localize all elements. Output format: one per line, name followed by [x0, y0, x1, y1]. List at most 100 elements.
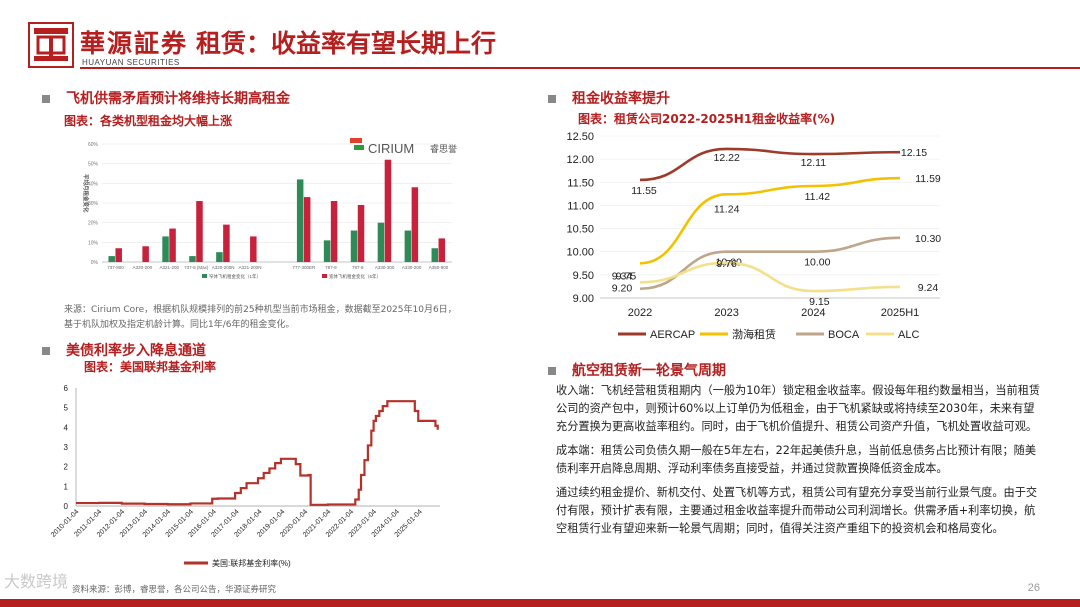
- bar: [438, 238, 446, 262]
- y-tick-label: 2: [64, 463, 69, 472]
- bar: [196, 201, 203, 262]
- y-tick-label: 20%: [88, 221, 99, 227]
- data-label: 9.76: [716, 258, 737, 270]
- x-tick-label: 777-300ER: [293, 265, 317, 270]
- y-tick-label: 10%: [88, 240, 99, 246]
- legend-label: 宽体飞机租金变化（6年）: [329, 273, 381, 280]
- bullet-icon: [42, 95, 50, 103]
- x-tick-label: A321-200N: [239, 265, 262, 270]
- bar: [108, 256, 115, 262]
- section-rent-title: 飞机供需矛盾预计将维持长期高租金: [66, 91, 290, 107]
- rent-source-note: 来源：Cirium Core，根据机队规模排列的前25种机型当前市场租金，数据截…: [64, 305, 457, 330]
- legend-label: BOCA: [828, 329, 860, 341]
- data-label: 10.30: [915, 233, 941, 245]
- cycle-paragraph-income: 收入端：飞机经营租赁租期内（一般为10年）锁定租金收益率。假设每年租约数量相当，…: [556, 384, 1041, 433]
- data-label: 9.15: [809, 296, 830, 308]
- brand-name: 華源証券: [80, 29, 189, 58]
- data-label: 11.55: [631, 185, 657, 197]
- legend-swatch: [202, 274, 207, 278]
- bar: [384, 159, 392, 262]
- y-tick-label: 9.50: [573, 270, 594, 282]
- brand-logo: [28, 22, 74, 68]
- y-tick-label: 3: [64, 443, 69, 452]
- bar: [223, 224, 230, 262]
- cycle-body: 收入端：飞机经营租赁租期内（一般为10年）锁定租金收益率。假设每年租约数量相当，…: [556, 382, 1044, 544]
- y-tick-label: 50%: [88, 162, 99, 168]
- y-tick-label: 12.00: [566, 154, 594, 166]
- x-tick-label: A350-900: [429, 265, 449, 270]
- section-rent-head: 飞机供需矛盾预计将维持长期高租金: [42, 88, 290, 108]
- footer-bar: [0, 599, 1080, 607]
- data-label: 9.24: [918, 282, 939, 294]
- y-tick-label: 10.50: [566, 224, 594, 236]
- bar: [142, 246, 149, 262]
- x-tick-label: 787-9: [325, 265, 337, 270]
- yield-line-chart: 12.50 12.00 11.50 11.00 10.50 10.00 9.50 9.00 20…: [566, 131, 941, 341]
- data-label: 11.42: [805, 191, 831, 203]
- y-tick-label: 5: [64, 404, 69, 413]
- legend-label: ALC: [898, 329, 919, 341]
- brand-name-en: HUAYUAN SECURITIES: [82, 58, 180, 67]
- x-tick-label: A320-200N: [212, 265, 235, 270]
- bar: [330, 201, 338, 262]
- bullet-icon: [548, 95, 556, 103]
- cycle-paragraph-cost: 成本端：租赁公司负债久期一般在5年左右，22年起美债升息，当前低息债务占比预计有…: [556, 444, 1037, 475]
- brand-logo-icon: [28, 22, 74, 68]
- bar: [323, 240, 331, 262]
- section-cycle-title: 航空租赁新一轮景气周期: [572, 363, 726, 379]
- y-tick-label: 30%: [88, 201, 99, 207]
- section-rate-head: 美债利率步入降息通道: [42, 340, 206, 360]
- bar: [296, 179, 304, 262]
- y-tick-label: 10.00: [566, 247, 594, 259]
- bar: [169, 228, 176, 262]
- page-number: 26: [1027, 582, 1040, 594]
- series-line-BOCA: [639, 236, 901, 291]
- legend-label: 渤海租赁: [732, 327, 776, 341]
- x-tick-label: A330-300: [375, 265, 395, 270]
- cirium-logo-sub: 睿思誉: [430, 143, 457, 154]
- section-cycle-head: 航空租赁新一轮景气周期: [548, 360, 726, 380]
- bar: [377, 222, 385, 262]
- bar: [250, 236, 257, 262]
- watermark: 大数跨境: [4, 572, 69, 591]
- legend-swatch: [322, 274, 327, 278]
- series-line-ALC: [639, 261, 901, 293]
- header-divider: [80, 67, 1080, 69]
- y-tick-label: 11.00: [567, 200, 594, 212]
- figure-rent-title: 图表：各类机型租金均大幅上涨: [64, 114, 233, 128]
- x-tick-label: 2025H1: [881, 307, 920, 319]
- data-label: 9.34: [612, 270, 633, 282]
- cirium-logo-text: CIRIUM: [368, 141, 414, 156]
- y-axis-label: 平均月租金变化: [82, 174, 90, 213]
- y-tick-label: 0%: [91, 260, 99, 266]
- data-label: 11.24: [714, 203, 740, 215]
- series-line-AERCAP: [639, 147, 901, 182]
- x-tick-label: 787-8: [352, 265, 364, 270]
- bar: [357, 204, 365, 262]
- bar: [189, 256, 196, 262]
- x-tick-label: 2023: [714, 307, 738, 319]
- page-title: 租赁：收益率有望长期上行: [196, 29, 497, 58]
- bullet-icon: [548, 367, 556, 375]
- section-yield-title: 租金收益率提升: [572, 91, 670, 107]
- x-tick-label: 2024: [801, 307, 825, 319]
- bar: [350, 230, 358, 262]
- y-tick-label: 6: [64, 384, 69, 393]
- figure-yield-title: 图表：租赁公司2022-2025H1租金收益率(%): [578, 112, 836, 126]
- series-line-渤海租赁: [639, 176, 901, 265]
- y-tick-label: 0: [64, 502, 69, 511]
- bullet-icon: [42, 347, 50, 355]
- bar: [216, 252, 223, 262]
- fed-rate-chart: 01234562010-01-042011-01-042012-01-04201…: [50, 384, 440, 568]
- y-tick-label: 60%: [88, 142, 99, 148]
- y-tick-label: 1: [64, 482, 69, 491]
- section-yield-head: 租金收益率提升: [548, 88, 670, 108]
- data-label: 9.75: [616, 270, 637, 282]
- section-rate-title: 美债利率步入降息通道: [66, 343, 206, 359]
- data-label: 9.20: [612, 283, 633, 295]
- legend-label: 美国:联邦基金利率(%): [212, 558, 291, 568]
- data-label: 12.22: [714, 152, 740, 164]
- x-tick-label: A321-200: [160, 265, 180, 270]
- legend-label: 窄体飞机租金变化（1年）: [209, 273, 261, 280]
- x-tick-label: 737-800: [107, 265, 124, 270]
